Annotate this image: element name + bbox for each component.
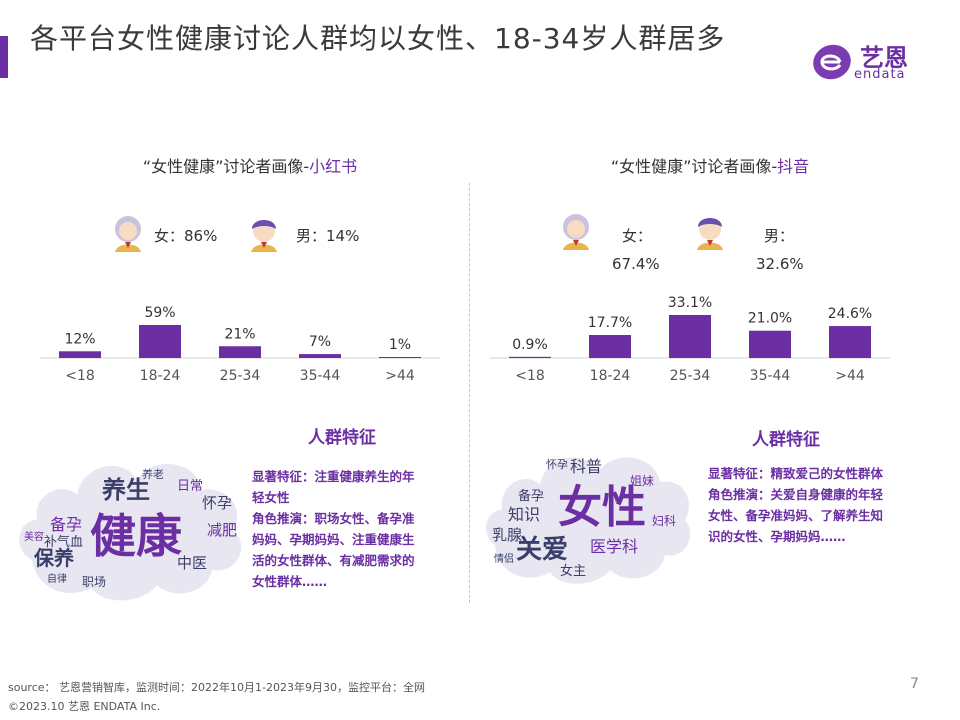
cloud-word: 女性 — [558, 482, 646, 533]
title-accent-bar — [0, 36, 8, 78]
cloud-word: 减肥 — [207, 521, 237, 539]
female-share-label: 女：86% — [154, 227, 218, 245]
panel-title-prefix: “女性健康”讨论者画像- — [142, 157, 310, 176]
endata-logo: 艺恩 endata — [810, 36, 930, 88]
data-label: 33.1% — [668, 295, 712, 311]
bar — [829, 326, 871, 358]
source-note: source： 艺恩营销智库，监测时间：2022年10月1-2023年9月30，… — [8, 681, 425, 694]
cloud-word: 备孕 — [50, 515, 82, 534]
female-avatar-icon — [563, 214, 589, 250]
cloud-word: 保养 — [33, 546, 74, 570]
cloud-word: 情侣 — [494, 552, 514, 565]
age-bar-chart-douyin: 0.9% <18 17.7% 18-24 33.1% 25-34 21.0% 35-44 24.… — [490, 295, 890, 384]
x-tick-label: 25-34 — [220, 368, 261, 384]
x-tick-label: <18 — [515, 368, 545, 384]
cloud-word: 医学科 — [590, 537, 638, 556]
logo-mark-icon — [813, 44, 851, 80]
cloud-word: 关爱 — [516, 535, 568, 565]
copyright-note: ©2023.10 艺恩 ENDATA Inc. — [8, 700, 161, 713]
x-tick-label: 35-44 — [750, 368, 791, 384]
cloud-word: 补气血 — [44, 534, 83, 550]
data-label: 17.7% — [588, 315, 632, 331]
logo-text-cn: 艺恩 — [860, 44, 908, 72]
data-label: 24.6% — [828, 306, 872, 322]
cloud-word: 中医 — [177, 554, 207, 572]
bar — [379, 357, 421, 358]
panel-title-platform: 抖音 — [777, 157, 810, 176]
x-tick-label: 25-34 — [670, 368, 711, 384]
cloud-word: 科普 — [570, 457, 602, 476]
x-tick-label: 35-44 — [300, 368, 341, 384]
logo-text-en: endata — [854, 67, 906, 82]
male-share-value: 32.6% — [756, 255, 804, 273]
bar — [749, 330, 791, 358]
cloud-word: 知识 — [508, 505, 540, 524]
bar — [219, 346, 261, 358]
panel-divider — [469, 183, 470, 603]
data-label: 7% — [309, 334, 331, 350]
cloud-word: 备孕 — [518, 488, 544, 504]
desc-line: 显著特征：注重健康养生的年 — [252, 469, 415, 484]
cloud-word: 健康 — [90, 509, 182, 563]
male-share-label: 男：14% — [296, 227, 360, 245]
panel-title-xiaohongshu: “女性健康”讨论者画像-小红书 — [80, 153, 420, 177]
word-cloud-xiaohongshu: 健康 养生 保养 备孕 日常 怀孕 减肥 中医 补气血 职场 美容 自律 养老 — [12, 440, 252, 614]
age-bar-chart-xiaohongshu: 12% <18 59% 18-24 21% 25-34 7% 35-44 1% >44 — [40, 305, 440, 384]
data-label: 0.9% — [512, 337, 548, 353]
cloud-word: 日常 — [177, 479, 203, 494]
desc-line: 女性群体…… — [252, 574, 328, 589]
desc-line: 妈妈、孕期妈妈、注重健康生 — [252, 532, 415, 547]
cloud-word: 姐妹 — [630, 474, 654, 488]
male-avatar-icon — [251, 220, 277, 252]
x-tick-label: <18 — [65, 368, 95, 384]
desc-line: 识的女性、孕期妈妈…… — [708, 529, 846, 544]
data-label: 59% — [144, 305, 175, 321]
x-tick-label: >44 — [835, 368, 865, 384]
cloud-word: 养老 — [142, 467, 164, 481]
bar — [509, 356, 551, 358]
cloud-word: 女主 — [560, 563, 586, 579]
desc-line: 角色推演：职场女性、备孕准 — [252, 511, 415, 526]
bar — [139, 325, 181, 358]
data-label: 12% — [64, 331, 95, 347]
desc-line: 角色推演：关爱自身健康的年轻 — [708, 487, 884, 502]
female-avatar-icon — [115, 216, 141, 252]
x-tick-label: >44 — [385, 368, 415, 384]
desc-line: 活的女性群体、有减肥需求的 — [252, 553, 415, 568]
male-avatar-icon — [697, 218, 723, 250]
word-cloud-douyin: 女性 关爱 科普 知识 乳腺 医学科 备孕 女主 姐妹 妇科 怀孕 情侣 — [480, 440, 695, 594]
cloud-word: 怀孕 — [546, 458, 568, 471]
cloud-word: 妇科 — [652, 514, 676, 528]
x-tick-label: 18-24 — [140, 368, 181, 384]
bar — [299, 354, 341, 358]
cloud-word: 职场 — [82, 575, 106, 589]
cloud-word: 自律 — [47, 572, 67, 585]
cloud-word: 乳腺 — [492, 526, 522, 544]
data-label: 21% — [224, 326, 255, 342]
bar — [589, 335, 631, 358]
section-title-xiaohongshu: 人群特征 — [308, 428, 376, 448]
section-title-douyin: 人群特征 — [752, 430, 820, 450]
cloud-word: 美容 — [24, 530, 44, 543]
cloud-word: 怀孕 — [202, 494, 232, 512]
bar — [59, 351, 101, 358]
page-number: 7 — [910, 676, 919, 692]
desc-line: 女性、备孕准妈妈、了解养生知 — [708, 508, 884, 523]
x-tick-label: 18-24 — [590, 368, 631, 384]
panel-title-douyin: “女性健康”讨论者画像-抖音 — [540, 153, 880, 177]
page-title: 各平台女性健康讨论人群均以女性、18-34岁人群居多 — [30, 22, 726, 55]
panel-title-prefix: “女性健康”讨论者画像- — [610, 157, 778, 176]
female-share-label: 女： — [622, 227, 653, 245]
panel-title-platform: 小红书 — [309, 157, 358, 176]
cloud-word: 养生 — [101, 476, 150, 504]
male-share-label: 男： — [764, 227, 795, 245]
female-share-value: 67.4% — [612, 255, 660, 273]
data-label: 1% — [389, 337, 411, 353]
audience-description-douyin: 显著特征：精致爱己的女性群体 角色推演：关爱自身健康的年轻 女性、备孕准妈妈、了… — [708, 463, 883, 547]
bar — [669, 315, 711, 358]
desc-line: 显著特征：精致爱己的女性群体 — [708, 466, 884, 481]
audience-description-xiaohongshu: 显著特征：注重健康养生的年 轻女性 角色推演：职场女性、备孕准 妈妈、孕期妈妈、… — [252, 466, 415, 592]
desc-line: 轻女性 — [252, 490, 290, 505]
data-label: 21.0% — [748, 311, 792, 327]
